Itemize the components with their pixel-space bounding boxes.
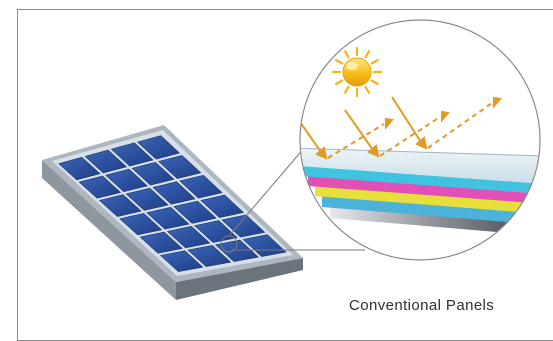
solar-cell: [187, 245, 231, 267]
solar-cell: [158, 155, 202, 179]
solar-cell: [160, 250, 204, 272]
reflected-ray-icon: [327, 96, 502, 159]
magnified-cross-section: [299, 19, 541, 261]
layer-glass: [300, 148, 540, 184]
solar-cell: [242, 234, 287, 257]
solar-cell: [131, 161, 175, 186]
solar-cell: [105, 168, 148, 192]
layer-magenta: [308, 176, 540, 204]
solar-cell: [146, 206, 190, 230]
solar-cell: [99, 194, 142, 217]
solar-cell: [221, 214, 266, 238]
solar-cell: [125, 187, 169, 211]
solar-panel: [42, 125, 303, 300]
solar-cell: [139, 231, 183, 254]
sun-icon: [331, 46, 383, 98]
solar-cell: [167, 226, 211, 249]
solar-cell: [179, 174, 223, 199]
solar-cell: [111, 142, 154, 167]
solar-cell-grid: [58, 135, 287, 272]
layer-blue: [322, 196, 540, 225]
solar-cell: [78, 175, 121, 199]
layer-metal-backing: [330, 207, 540, 236]
solar-cell: [119, 213, 163, 236]
solar-cell: [58, 157, 101, 181]
solar-cell: [173, 200, 217, 224]
solar-cell: [84, 149, 127, 174]
solar-cell: [152, 181, 196, 205]
solar-cell: [137, 135, 180, 160]
panel-frame-edge: [42, 160, 176, 300]
layer-cyan: [300, 166, 540, 194]
solar-cell: [200, 194, 244, 218]
layer-yellow: [315, 186, 540, 214]
incident-ray-icon: [300, 96, 428, 160]
solar-cell: [194, 220, 238, 243]
solar-panel-illustration: [42, 19, 541, 300]
caption-conventional-panels: Conventional Panels: [349, 297, 495, 314]
solar-cell: [215, 239, 259, 262]
panel-frame-edge-front: [176, 258, 303, 300]
